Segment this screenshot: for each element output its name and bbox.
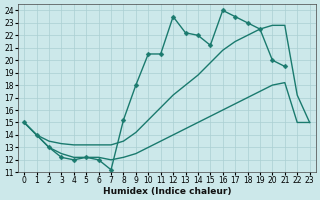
X-axis label: Humidex (Indice chaleur): Humidex (Indice chaleur): [103, 187, 231, 196]
